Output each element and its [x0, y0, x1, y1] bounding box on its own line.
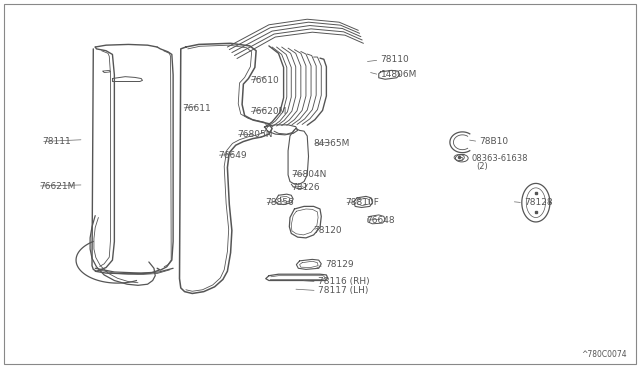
Text: 78116 (RH): 78116 (RH) — [318, 277, 370, 286]
Text: 78117 (LH): 78117 (LH) — [318, 286, 369, 295]
Text: 76648: 76648 — [367, 216, 396, 225]
Text: 78126: 78126 — [291, 183, 320, 192]
Text: 78810F: 78810F — [346, 198, 380, 207]
Text: 78120: 78120 — [314, 226, 342, 235]
Text: ^780C0074: ^780C0074 — [581, 350, 627, 359]
Text: S: S — [459, 154, 463, 163]
Text: 78111: 78111 — [42, 137, 71, 146]
Text: 76621M: 76621M — [39, 182, 76, 190]
Text: 78B10: 78B10 — [479, 137, 509, 146]
Text: 78129: 78129 — [325, 260, 354, 269]
Text: 78856: 78856 — [266, 198, 294, 207]
Text: 76620M: 76620M — [250, 108, 286, 116]
Text: 76611: 76611 — [182, 104, 211, 113]
Text: 84365M: 84365M — [314, 139, 350, 148]
Text: 78128: 78128 — [524, 198, 553, 207]
Text: 78110: 78110 — [381, 55, 410, 64]
Text: 76805N: 76805N — [237, 130, 273, 140]
Text: 76649: 76649 — [218, 151, 246, 160]
Text: 08363-61638: 08363-61638 — [472, 154, 529, 163]
Text: 76610: 76610 — [250, 76, 278, 85]
Text: 14806M: 14806M — [381, 70, 417, 79]
Text: (2): (2) — [476, 162, 488, 171]
Text: 76804N: 76804N — [291, 170, 326, 179]
